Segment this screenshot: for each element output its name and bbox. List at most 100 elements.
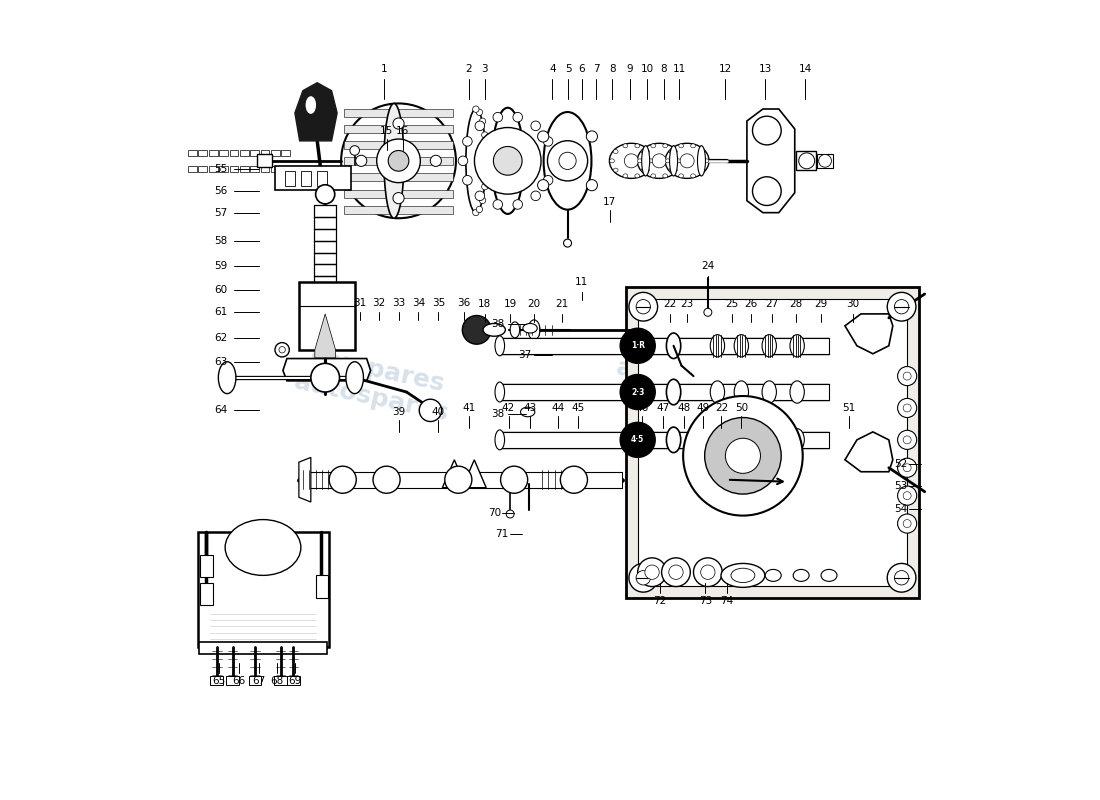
Ellipse shape bbox=[669, 150, 674, 154]
Bar bbox=[198, 531, 329, 647]
Ellipse shape bbox=[635, 144, 640, 148]
Polygon shape bbox=[747, 109, 794, 213]
Text: 6: 6 bbox=[579, 64, 585, 74]
Text: 19: 19 bbox=[504, 299, 517, 310]
Ellipse shape bbox=[641, 150, 646, 154]
Ellipse shape bbox=[732, 568, 755, 582]
Circle shape bbox=[683, 396, 803, 515]
Ellipse shape bbox=[667, 379, 681, 405]
Circle shape bbox=[473, 210, 478, 216]
Text: 2: 2 bbox=[465, 64, 472, 74]
Ellipse shape bbox=[495, 430, 505, 450]
Circle shape bbox=[898, 458, 916, 478]
Circle shape bbox=[888, 292, 916, 321]
Circle shape bbox=[474, 127, 541, 194]
Text: 1: 1 bbox=[381, 64, 387, 74]
Circle shape bbox=[316, 185, 334, 204]
Bar bbox=[188, 150, 197, 156]
Circle shape bbox=[898, 398, 916, 418]
Circle shape bbox=[462, 315, 491, 344]
Circle shape bbox=[645, 565, 659, 579]
Text: 37: 37 bbox=[518, 350, 531, 360]
Circle shape bbox=[373, 466, 400, 494]
Text: 40: 40 bbox=[432, 407, 446, 417]
Bar bbox=[271, 150, 279, 156]
Text: 7: 7 bbox=[593, 64, 600, 74]
Circle shape bbox=[903, 519, 911, 527]
Circle shape bbox=[506, 510, 514, 518]
Bar bbox=[498, 384, 829, 400]
Circle shape bbox=[903, 436, 911, 444]
Bar bbox=[287, 676, 299, 686]
Bar bbox=[282, 150, 290, 156]
Ellipse shape bbox=[623, 174, 628, 178]
Text: 42: 42 bbox=[502, 403, 515, 413]
Bar bbox=[274, 676, 287, 686]
Circle shape bbox=[620, 374, 656, 410]
Circle shape bbox=[513, 113, 522, 122]
Text: 34: 34 bbox=[411, 298, 425, 308]
Text: 61: 61 bbox=[213, 307, 227, 318]
Circle shape bbox=[629, 563, 658, 592]
Ellipse shape bbox=[672, 150, 678, 154]
Circle shape bbox=[482, 183, 488, 190]
Text: 11: 11 bbox=[672, 64, 685, 74]
Text: 38: 38 bbox=[492, 410, 505, 419]
Text: 27: 27 bbox=[764, 299, 779, 310]
Circle shape bbox=[543, 175, 553, 185]
Bar bbox=[198, 166, 207, 172]
Circle shape bbox=[652, 154, 667, 168]
Circle shape bbox=[898, 430, 916, 450]
Text: 70: 70 bbox=[487, 508, 500, 518]
Ellipse shape bbox=[495, 336, 505, 356]
Circle shape bbox=[586, 180, 597, 190]
Text: 64: 64 bbox=[213, 406, 227, 415]
Text: 58: 58 bbox=[213, 235, 227, 246]
Circle shape bbox=[463, 175, 472, 185]
Ellipse shape bbox=[543, 112, 592, 210]
Text: 66: 66 bbox=[232, 676, 245, 686]
Text: 69: 69 bbox=[288, 676, 301, 686]
Bar bbox=[200, 554, 212, 577]
Text: 47: 47 bbox=[657, 403, 670, 413]
Ellipse shape bbox=[651, 174, 656, 178]
Ellipse shape bbox=[667, 333, 681, 358]
Bar bbox=[316, 575, 329, 598]
Circle shape bbox=[463, 137, 472, 146]
Bar bbox=[344, 158, 453, 166]
Text: 10: 10 bbox=[640, 64, 653, 74]
Circle shape bbox=[494, 146, 522, 175]
Circle shape bbox=[725, 438, 760, 474]
Text: 20: 20 bbox=[528, 299, 540, 310]
Ellipse shape bbox=[679, 144, 683, 148]
Text: 50: 50 bbox=[735, 403, 748, 413]
Circle shape bbox=[430, 155, 441, 166]
Ellipse shape bbox=[701, 150, 705, 154]
Text: 39: 39 bbox=[392, 407, 405, 417]
Circle shape bbox=[620, 422, 656, 458]
Text: 44: 44 bbox=[551, 403, 564, 413]
Text: 59: 59 bbox=[213, 261, 227, 271]
Polygon shape bbox=[845, 432, 893, 472]
Bar bbox=[250, 166, 258, 172]
Circle shape bbox=[898, 486, 916, 506]
Ellipse shape bbox=[734, 429, 748, 451]
Ellipse shape bbox=[614, 150, 618, 154]
Text: 24: 24 bbox=[701, 261, 715, 271]
Bar bbox=[282, 166, 290, 172]
Circle shape bbox=[903, 404, 911, 412]
Text: 65: 65 bbox=[212, 676, 226, 686]
Text: 2·3: 2·3 bbox=[631, 387, 645, 397]
Ellipse shape bbox=[219, 362, 235, 394]
Bar bbox=[250, 150, 258, 156]
Text: 51: 51 bbox=[843, 403, 856, 413]
Polygon shape bbox=[845, 314, 893, 354]
Text: 54: 54 bbox=[894, 504, 908, 514]
Polygon shape bbox=[315, 314, 336, 358]
Bar bbox=[240, 166, 249, 172]
Text: 15: 15 bbox=[379, 126, 393, 135]
Ellipse shape bbox=[635, 174, 640, 178]
Text: 21: 21 bbox=[556, 299, 569, 310]
Circle shape bbox=[638, 558, 667, 586]
Circle shape bbox=[279, 346, 285, 353]
